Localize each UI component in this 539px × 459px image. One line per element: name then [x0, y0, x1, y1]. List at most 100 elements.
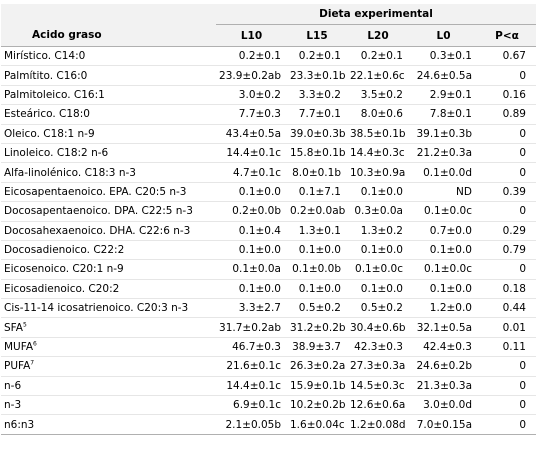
- col-header-l0: L0: [409, 24, 478, 47]
- value-l0: 21.3±0.3a: [409, 376, 478, 397]
- value-l0: 0.1±0.0c: [409, 201, 478, 222]
- value-p: 0: [478, 124, 536, 144]
- table-row: Docosapentaenoico. DPA. C22:5 n-3 0.2±0.0…: [1, 201, 536, 222]
- value-l0: 21.2±0.3a: [409, 143, 478, 164]
- value-l15: 1.6±0.04c: [287, 414, 347, 435]
- value-l0: 2.9±0.1: [409, 85, 478, 106]
- value-l0: 0.1±0.0: [409, 279, 478, 300]
- value-l10: 14.4±0.1c: [216, 376, 287, 397]
- value-l20: 14.5±0.3c: [347, 376, 409, 397]
- value-l10: 46.7±0.3: [216, 337, 287, 358]
- diet-group-header: Dieta experimental: [216, 4, 536, 25]
- table-body: Mirístico. C14:0 0.2±0.1 0.2±0.1 0.2±0.1 0.3…: [1, 46, 536, 435]
- value-l10: 7.7±0.3: [216, 104, 287, 125]
- value-l0: 39.1±0.3b: [409, 124, 478, 144]
- header-group-row: Dieta experimental: [1, 4, 536, 25]
- value-l0: ND: [409, 182, 478, 203]
- value-l20: 38.5±0.1b: [347, 124, 409, 144]
- value-l15: 3.3±0.2: [287, 85, 347, 106]
- fatty-acid-label: Eicosenoico. C20:1 n-9: [4, 263, 124, 276]
- value-l0: 0.1±0.0c: [409, 259, 478, 280]
- table-row: Docosadienoico. C22:2 0.1±0.0 0.1±0.0 0.1±0…: [1, 240, 536, 261]
- col-header-p-value: P<α: [478, 24, 536, 47]
- table-row: Palmítito. C16:0 23.9±0.2ab 23.3±0.1b 22.1±…: [1, 65, 536, 86]
- value-l10: 0.1±0.0: [216, 182, 287, 203]
- fatty-acid-name: SFA5: [1, 317, 216, 338]
- value-l0: 0.1±0.0: [409, 240, 478, 261]
- value-l0: 7.8±0.1: [409, 104, 478, 125]
- value-l20: 10.3±0.9a: [347, 162, 409, 183]
- value-l20: 30.4±0.6b: [347, 317, 409, 338]
- value-l0: 42.4±0.3: [409, 337, 478, 358]
- table-row: n-6 14.4±0.1c 15.9±0.1b 14.5±0.3c 21.3±0.3a 0: [1, 376, 536, 397]
- value-p: 0.39: [478, 182, 536, 203]
- value-l15: 10.2±0.2b: [287, 395, 347, 416]
- col-header-l15: L15: [287, 24, 347, 47]
- fatty-acid-name: MUFA6: [1, 337, 216, 358]
- fatty-acid-name: Docosapentaenoico. DPA. C22:5 n-3: [1, 201, 216, 222]
- value-l20: 1.2±0.08d: [347, 414, 409, 435]
- value-p: 0: [478, 376, 536, 397]
- fatty-acid-name: Palmitoleico. C16:1: [1, 85, 216, 106]
- value-l10: 2.1±0.05b: [216, 414, 287, 435]
- fatty-acid-name: Mirístico. C14:0: [1, 46, 216, 67]
- value-p: 0: [478, 414, 536, 435]
- value-l15: 7.7±0.1: [287, 104, 347, 125]
- value-l0: 0.7±0.0: [409, 221, 478, 241]
- fatty-acid-name: Eicosenoico. C20:1 n-9: [1, 259, 216, 280]
- table-row: PUFA7 21.6±0.1c 26.3±0.2a 27.3±0.3a 24.6±0.2…: [1, 356, 536, 377]
- fatty-acid-name: Palmítito. C16:0: [1, 65, 216, 86]
- value-l15: 0.2±0.1: [287, 46, 347, 67]
- value-l0: 0.1±0.0d: [409, 162, 478, 183]
- value-l15: 26.3±0.2a: [287, 356, 347, 377]
- value-l10: 4.7±0.1c: [216, 162, 287, 183]
- footnote-marker: 5: [22, 321, 27, 329]
- value-l0: 7.0±0.15a: [409, 414, 478, 435]
- col-header-l20: L20: [347, 24, 409, 47]
- fatty-acid-name: n6:n3: [1, 414, 216, 435]
- table-row: Oleico. C18:1 n-9 43.4±0.5a 39.0±0.3b 38.5±…: [1, 124, 536, 144]
- fatty-acid-name: Cis-11-14 icosatrienoico. C20:3 n-3: [1, 298, 216, 319]
- value-l15: 1.3±0.1: [287, 221, 347, 241]
- value-p: 0: [478, 356, 536, 377]
- header-columns-row: Acido graso L10 L15 L20 L0 P<α: [1, 24, 536, 47]
- value-l20: 0.1±0.0: [347, 240, 409, 261]
- table-row: Linoleico. C18:2 n-6 14.4±0.1c 15.8±0.1b 14…: [1, 143, 536, 164]
- fatty-acid-name: Eicosadienoico. C20:2: [1, 279, 216, 300]
- fatty-acid-name: Oleico. C18:1 n-9: [1, 124, 216, 144]
- table-row: Eicosapentaenoico. EPA. C20:5 n-3 0.1±0.0…: [1, 182, 536, 203]
- table-row: Mirístico. C14:0 0.2±0.1 0.2±0.1 0.2±0.1 0.3…: [1, 46, 536, 67]
- value-l10: 0.1±0.4: [216, 221, 287, 241]
- value-l10: 6.9±0.1c: [216, 395, 287, 416]
- table-row: n-3 6.9±0.1c 10.2±0.2b 12.6±0.6a 3.0±0.0d 0: [1, 395, 536, 416]
- header-spacer: [1, 4, 216, 25]
- fatty-acid-name: Linoleico. C18:2 n-6: [1, 143, 216, 164]
- value-l20: 22.1±0.6c: [347, 65, 409, 86]
- fatty-acid-name: Docosadienoico. C22:2: [1, 240, 216, 261]
- table-row: Eicosadienoico. C20:2 0.1±0.0 0.1±0.0 0.1±0…: [1, 279, 536, 300]
- fatty-acid-name: Eicosapentaenoico. EPA. C20:5 n-3: [1, 182, 216, 203]
- value-p: 0: [478, 259, 536, 280]
- value-l20: 0.1±0.0: [347, 182, 409, 203]
- fatty-acid-label: SFA: [4, 321, 23, 334]
- value-p: 0.11: [478, 337, 536, 358]
- value-l15: 0.2±0.0ab: [287, 201, 347, 222]
- table-row: MUFA6 46.7±0.3 38.9±3.7 42.3±0.3 42.4±0.3 0.1…: [1, 337, 536, 358]
- value-l15: 0.1±0.0: [287, 279, 347, 300]
- value-p: 0: [478, 143, 536, 164]
- fatty-acid-label: Eicosapentaenoico. EPA. C20:5 n-3: [4, 185, 187, 198]
- col-header-fatty-acid: Acido graso: [1, 24, 216, 47]
- footnote-marker: 7: [30, 359, 35, 367]
- value-p: 0.16: [478, 85, 536, 106]
- table-row: SFA5 31.7±0.2ab 31.2±0.2b 30.4±0.6b 32.1±0.5…: [1, 317, 536, 338]
- fatty-acid-label: n-3: [4, 399, 22, 412]
- fatty-acid-label: n-6: [4, 379, 22, 392]
- value-l10: 0.1±0.0: [216, 279, 287, 300]
- table-row: n6:n3 2.1±0.05b 1.6±0.04c 1.2±0.08d 7.0±0.15…: [1, 414, 536, 435]
- value-l10: 43.4±0.5a: [216, 124, 287, 144]
- value-l15: 31.2±0.2b: [287, 317, 347, 338]
- value-l15: 39.0±0.3b: [287, 124, 347, 144]
- fatty-acid-label: PUFA: [4, 360, 31, 373]
- fatty-acid-name: PUFA7: [1, 356, 216, 377]
- value-l20: 0.3±0.0a: [347, 201, 409, 222]
